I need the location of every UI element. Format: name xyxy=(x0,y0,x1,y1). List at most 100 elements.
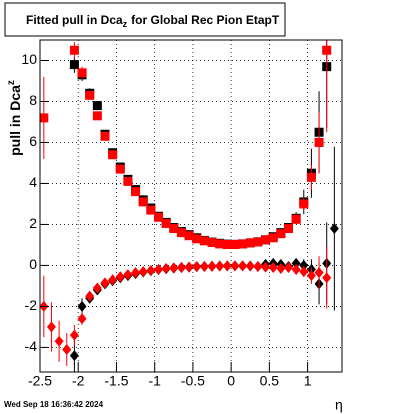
diamond-marker xyxy=(169,262,179,274)
diamond-marker xyxy=(138,266,148,278)
axes: -2.5 -2 -1.5 -1 -0.5 0 0.5 1 -4 -2 0 2 4 6 8 10 xyxy=(21,51,311,389)
y-tick-label: -2 xyxy=(25,297,38,313)
diamond-marker xyxy=(62,343,72,355)
x-axis-label: η xyxy=(335,397,343,413)
square-marker xyxy=(276,229,286,239)
diamond-marker xyxy=(77,313,87,325)
diamond-marker xyxy=(261,261,271,273)
square-marker xyxy=(291,214,301,224)
square-marker xyxy=(207,237,217,247)
diamond-marker xyxy=(314,267,324,279)
square-marker xyxy=(92,111,102,121)
diamond-marker xyxy=(299,266,309,278)
diamond-marker xyxy=(115,271,125,283)
square-marker xyxy=(115,164,125,174)
y-tick-label: 10 xyxy=(21,51,37,67)
square-marker xyxy=(138,197,148,207)
x-tick-label: -0.5 xyxy=(181,373,205,389)
title-part: for Global Rec Pion EtapT xyxy=(131,13,280,27)
diamond-marker xyxy=(69,329,79,341)
square-marker xyxy=(314,137,324,147)
diamond-marker xyxy=(283,261,293,273)
diamond-marker xyxy=(276,263,286,275)
diamond-marker xyxy=(291,264,301,276)
y-tick-label: -4 xyxy=(25,338,38,354)
diamond-marker xyxy=(199,260,209,272)
diamond-marker xyxy=(85,290,95,302)
square-marker xyxy=(215,239,225,249)
diamond-marker xyxy=(123,269,133,281)
square-marker xyxy=(176,228,186,238)
y-tick-label: 6 xyxy=(29,133,37,149)
square-marker xyxy=(123,176,133,186)
square-marker xyxy=(306,172,316,182)
square-marker xyxy=(40,113,49,123)
square-marker xyxy=(299,199,309,209)
square-marker xyxy=(131,187,141,197)
diamond-marker xyxy=(154,264,164,276)
diamond-marker xyxy=(108,274,118,286)
diamond-marker xyxy=(268,261,278,273)
square-marker xyxy=(245,238,255,248)
diamond-marker xyxy=(92,282,102,294)
square-marker xyxy=(146,205,156,215)
square-marker xyxy=(169,224,179,234)
diamond-marker xyxy=(299,259,309,271)
square-marker xyxy=(283,224,293,234)
square-marker xyxy=(230,240,240,250)
y-tick-label: 2 xyxy=(29,215,37,231)
x-tick-label: -1.5 xyxy=(104,373,128,389)
square-marker xyxy=(85,90,95,100)
diamond-marker xyxy=(184,261,194,273)
square-marker xyxy=(184,231,194,241)
square-marker xyxy=(222,240,232,250)
x-tick-label: -1 xyxy=(148,373,161,389)
diamond-marker xyxy=(176,261,186,273)
square-marker xyxy=(92,101,102,111)
title-part: Fitted pull in Dca xyxy=(26,13,123,27)
diamond-marker xyxy=(238,260,248,272)
square-marker xyxy=(69,60,79,70)
y-tick-label: 0 xyxy=(29,256,37,272)
y-axis-label: pull in Dcaz xyxy=(6,80,23,156)
y-tick-label: 8 xyxy=(29,92,37,108)
square-marker xyxy=(238,239,248,249)
square-marker xyxy=(322,45,332,55)
square-marker xyxy=(154,212,164,222)
square-marker xyxy=(192,234,202,244)
ylabel-subscript: z xyxy=(6,80,17,85)
diamond-marker xyxy=(322,272,332,284)
diamond-marker xyxy=(306,270,316,282)
ylabel-part: pull in Dca xyxy=(7,85,23,156)
chart-title: Fitted pull in Dcaz for Global Rec Pion E… xyxy=(26,13,280,29)
diamond-marker xyxy=(100,277,110,289)
square-marker xyxy=(69,45,79,55)
diamond-marker xyxy=(207,260,217,272)
footer-date: Wed Sep 18 16:36:42 2024 xyxy=(4,400,104,409)
square-marker xyxy=(199,236,209,246)
x-tick-label: -2 xyxy=(72,373,85,389)
square-marker xyxy=(77,68,87,78)
plot-frame xyxy=(39,39,343,373)
square-marker xyxy=(261,235,271,245)
square-marker xyxy=(268,233,278,243)
plot-marks xyxy=(40,40,339,372)
diamond-marker xyxy=(245,260,255,272)
diamond-marker xyxy=(54,335,64,347)
square-marker xyxy=(161,218,171,228)
square-marker xyxy=(100,131,110,141)
y-tick-label: 4 xyxy=(29,174,37,190)
diamond-marker xyxy=(146,265,156,277)
x-tick-label: -2.5 xyxy=(28,373,52,389)
diamond-marker xyxy=(131,267,141,279)
diamond-marker xyxy=(192,261,202,273)
x-tick-label: 0 xyxy=(227,373,235,389)
title-subscript: z xyxy=(123,19,128,29)
diamond-marker xyxy=(222,260,232,272)
x-tick-label: 1 xyxy=(304,373,312,389)
diamond-marker xyxy=(291,257,301,269)
square-marker xyxy=(253,237,263,247)
title-box xyxy=(4,2,286,37)
